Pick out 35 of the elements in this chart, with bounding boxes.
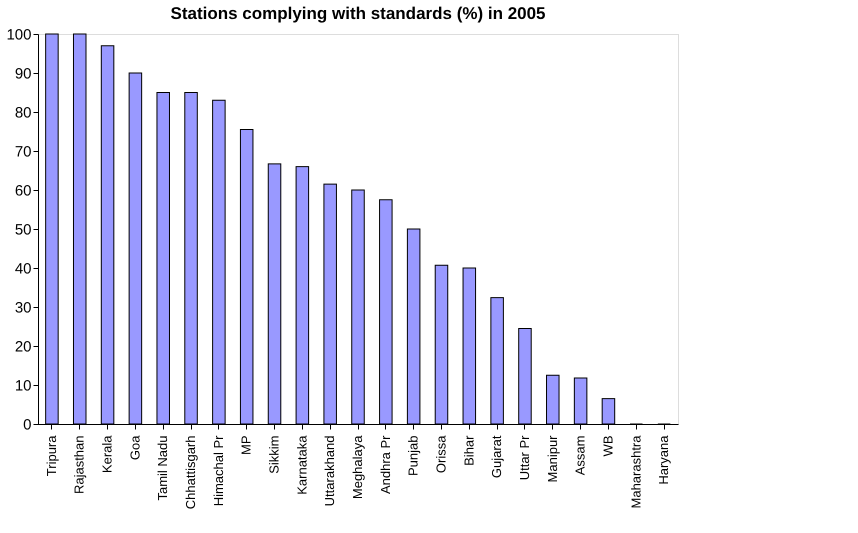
x-tick-label: Orissa	[433, 434, 448, 474]
x-tick-label: Chhattisgarh	[183, 436, 198, 510]
y-tick-label: 90	[14, 66, 32, 82]
x-tick-label: Uttar Pr	[516, 434, 532, 480]
x-tick-label: MP	[238, 436, 254, 455]
y-tick-label: 40	[14, 260, 32, 278]
y-tick-label: 60	[14, 182, 32, 200]
x-tick-label: Himachal Pr	[210, 434, 226, 506]
y-tick-label: 30	[14, 300, 32, 316]
x-tick-label: Kerala	[100, 434, 115, 474]
y-tick-label: 20	[14, 338, 32, 356]
x-tick-label: Maharashtra	[628, 434, 644, 508]
x-tick-label: Haryana	[656, 434, 672, 485]
y-tick-label: 0	[23, 416, 32, 434]
x-tick-label: Rajasthan	[72, 436, 87, 494]
x-tick-label: Karnataka	[294, 434, 310, 495]
x-tick-label: Sikkim	[266, 436, 282, 474]
x-tick-label: Andhra Pr	[378, 434, 393, 494]
x-tick-label: Manipur	[544, 434, 560, 482]
x-tick-label: Assam	[572, 436, 588, 476]
x-tick-label: Tamil Nadu	[155, 436, 170, 501]
y-tick-label: 70	[14, 144, 32, 160]
x-tick-label: Bihar	[461, 434, 476, 466]
y-tick-label: 100	[6, 26, 32, 44]
chart-title: Stations complying with standards (%) in 2005	[170, 4, 546, 23]
x-tick-label: Punjab	[406, 436, 421, 476]
y-tick-label: 80	[14, 104, 32, 122]
x-tick-label: Uttarakhand	[322, 436, 338, 506]
x-tick-label: Tripura	[44, 434, 59, 476]
x-tick-label: Meghalaya	[350, 434, 365, 500]
x-tick-label: WB	[600, 436, 616, 456]
y-tick-label: 10	[14, 378, 32, 394]
x-tick-label: Goa	[127, 434, 142, 460]
x-tick-label: Gujarat	[489, 435, 504, 478]
y-tick-label: 50	[14, 222, 32, 238]
